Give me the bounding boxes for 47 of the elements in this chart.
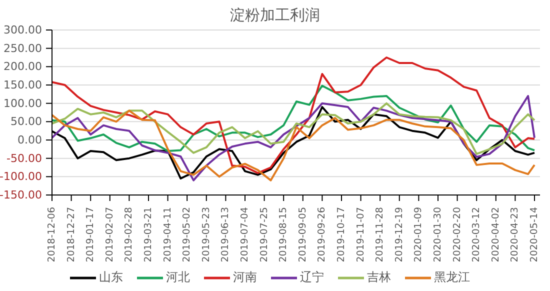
x-tick-label: 2019-01-17 [85,207,96,262]
y-tick-label: -100.00 [0,170,42,184]
x-tick-label: 2020-01-09 [413,207,424,262]
y-tick-label: -150.00 [0,188,42,202]
x-tick-label: 2020-02-20 [452,207,463,262]
x-tick-label: 2020-01-30 [432,207,444,262]
y-tick-label: 0.00 [18,134,42,146]
x-tick-label: 2019-06-13 [220,207,232,262]
legend-label: 辽宁 [300,269,324,286]
legend-label: 吉林 [367,269,391,286]
y-tick-label: 150.00 [4,78,42,92]
x-tick-label: 2020-05-14 [528,207,540,262]
legend-label: 河南 [233,269,257,286]
x-tick-label: 2020-04-02 [490,207,502,262]
y-tick-label: 200.00 [4,60,42,74]
legend-label: 黑龙江 [434,269,470,286]
y-tick-label: 50.00 [10,115,42,128]
y-tick-label: -50.00 [6,152,42,165]
x-tick-label: 2019-11-28 [374,207,386,262]
x-tick-label: 2019-09-05 [297,207,308,262]
x-tick-label: 2019-12-19 [394,207,405,262]
chart-title: 淀粉加工利润 [229,6,321,25]
x-tick-label: 2019-11-07 [355,207,366,262]
line-series [52,56,536,174]
x-tick-label: 2019-09-26 [316,207,328,262]
x-tick-label: 2019-02-07 [104,207,116,262]
line-series [52,84,536,152]
x-tick-label: 2019-02-28 [124,207,135,262]
line-series [52,102,536,155]
y-tick-label: 100.00 [4,96,42,110]
x-tick-label: 2018-12-06 [46,207,58,262]
x-tick-label: 2020-04-23 [510,207,521,262]
x-tick-label: 2019-07-04 [239,207,250,262]
x-tick-label: 2020-03-12 [471,207,482,262]
x-tick-label: 2019-05-02 [182,207,193,262]
x-tick-label: 2019-04-11 [162,207,174,262]
line-series [52,95,536,182]
x-tick-label: 2019-07-25 [258,207,270,262]
x-tick-label: 2019-03-21 [142,207,154,262]
legend-label: 山东 [99,269,123,286]
x-tick-label: 2019-05-23 [200,207,212,262]
y-tick-label: 250.00 [4,42,42,55]
x-tick-label: 2018-12-27 [66,207,77,262]
legend-label: 河北 [166,269,190,286]
x-tick-label: 2019-08-15 [278,207,290,262]
x-tick-label: 2019-10-17 [336,207,347,262]
y-tick-label: 300.00 [4,24,42,36]
